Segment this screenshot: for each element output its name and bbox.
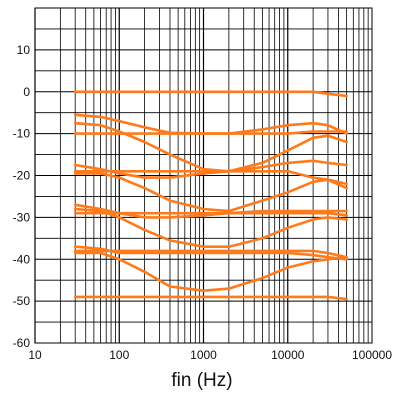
series-line-7 [73,172,348,213]
series-line-11 [73,245,348,261]
plot-frame [34,7,373,344]
y-tick-label: -20 [13,169,31,183]
series-line-6 [73,170,348,190]
y-tick-label: -60 [13,336,31,350]
series-line-13 [73,251,348,292]
x-tick-label: 10000 [271,348,305,362]
chart-grid [34,7,372,344]
series-line-12 [73,249,348,259]
series-line-10 [73,207,348,248]
x-tick-label: 100 [109,348,129,362]
x-tick-label: 1000 [190,348,217,362]
y-tick-label: -50 [13,294,31,308]
y-tick-label: 10 [17,43,31,57]
series-line-3 [73,130,348,135]
y-tick-label: -10 [13,127,31,141]
y-tick-label: -40 [13,252,31,266]
x-axis-label: fin (Hz) [171,370,233,391]
y-tick-label: 0 [23,85,30,99]
series-line-1 [73,90,348,98]
chart-series-group [73,90,348,301]
x-tick-label: 100000 [352,348,392,362]
y-tick-label: -30 [13,210,31,224]
series-line-14 [73,295,348,301]
series-line-9 [73,211,348,217]
series-line-4 [73,121,348,173]
x-tick-label: 10 [28,348,42,362]
